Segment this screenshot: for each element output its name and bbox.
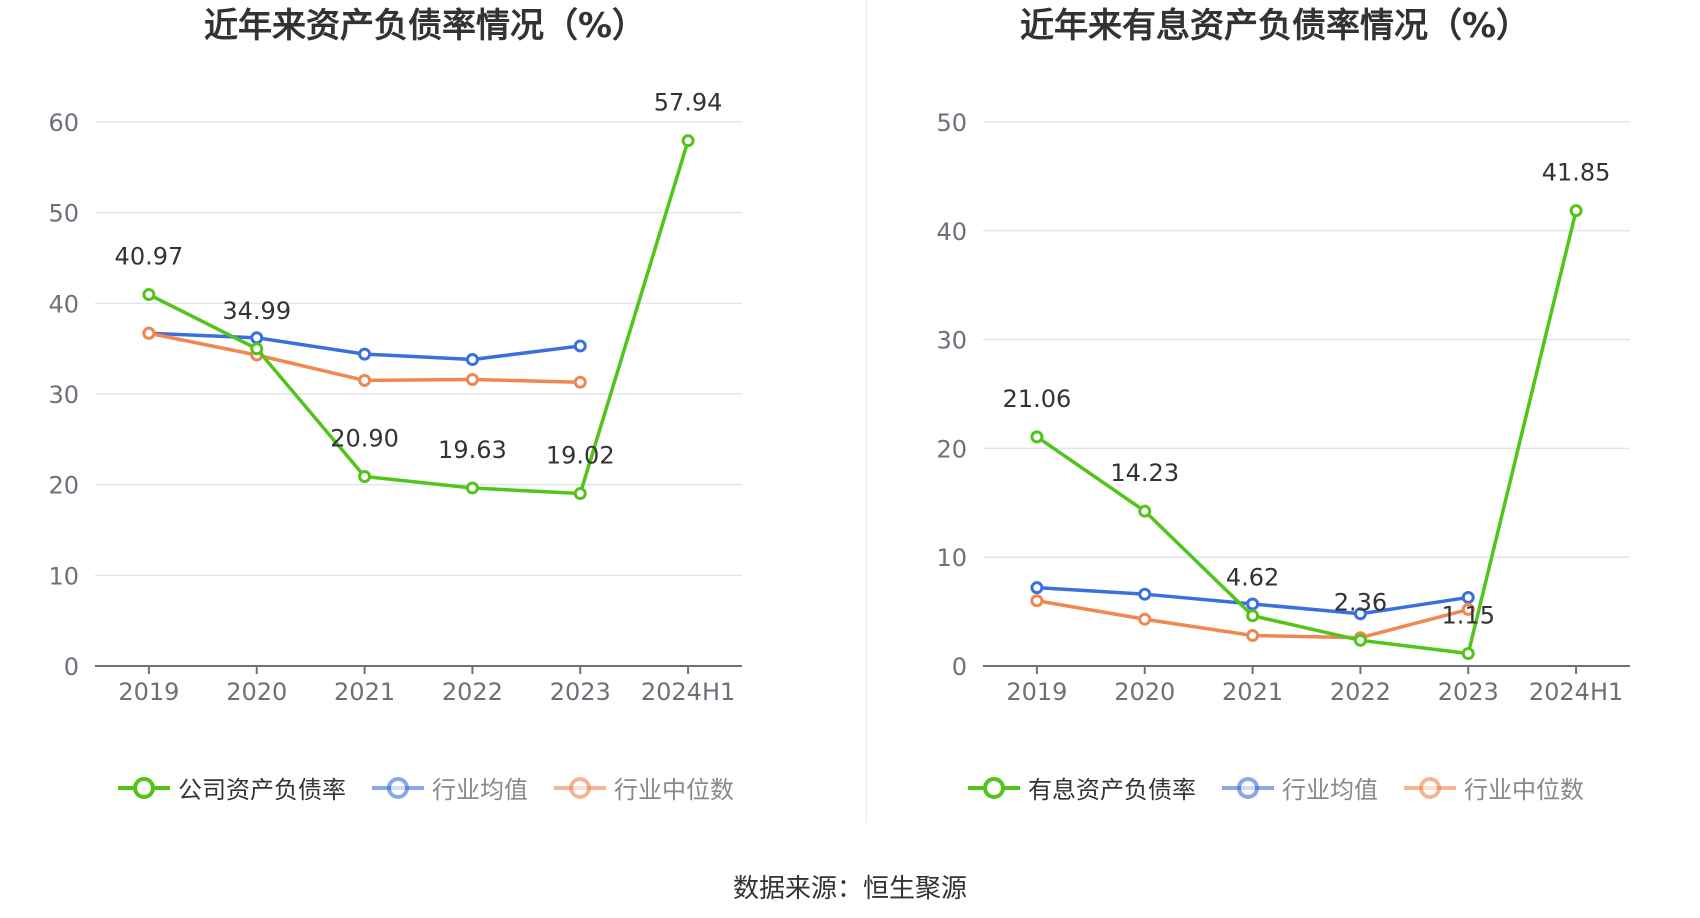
y-tick-label: 40 [936, 218, 967, 246]
data-label: 57.94 [654, 89, 723, 117]
y-tick-label: 40 [48, 290, 79, 318]
legend-item[interactable]: 公司资产负债率 [116, 770, 346, 805]
chart-legend: 公司资产负债率 行业均值 行业中位数 [0, 770, 850, 805]
series-line-0 [1035, 210, 1578, 656]
chart-plot-debt-ratio: 0 10 20 30 40 50 60 2019 2020 2021 2022 2023 2024H1 4… [48, 89, 742, 706]
data-point [1246, 629, 1260, 643]
x-tick-label: 2021 [1222, 678, 1283, 706]
data-label: 14.23 [1110, 459, 1179, 487]
data-point [142, 288, 156, 302]
data-point [465, 372, 479, 386]
legend-label: 行业均值 [432, 776, 528, 804]
chart-title: 近年来有息资产负债率情况（%） [1019, 6, 1531, 46]
legend-line-circle-icon [1404, 776, 1456, 799]
legend-label: 行业均值 [1282, 776, 1378, 804]
data-point [465, 353, 479, 367]
y-tick-label: 20 [48, 472, 79, 500]
legend-item[interactable]: 行业中位数 [552, 770, 734, 805]
y-tick-label: 0 [952, 653, 967, 681]
data-label: 21.06 [1003, 385, 1072, 413]
chart-panel-interest-debt-ratio: 近年来有息资产负债率情况（%） 0 10 20 30 40 50 2019 2020 2021 2… [850, 0, 1700, 830]
y-tick-label: 10 [936, 544, 967, 572]
data-point [142, 326, 156, 340]
data-point [573, 375, 587, 389]
x-tick-label: 2019 [1006, 678, 1067, 706]
data-point [1138, 504, 1152, 518]
x-tick-label: 2019 [118, 678, 179, 706]
data-point [1461, 590, 1475, 604]
data-label: 19.02 [546, 442, 615, 470]
data-point [1353, 607, 1367, 621]
data-label: 41.85 [1542, 159, 1611, 187]
data-point [1461, 602, 1475, 616]
data-point [358, 470, 372, 484]
data-point [1569, 204, 1583, 218]
y-tick-label: 50 [48, 200, 79, 228]
x-tick-label: 2023 [1438, 678, 1499, 706]
x-tick-label: 2020 [1114, 678, 1175, 706]
legend-line-circle-icon [968, 776, 1020, 799]
data-point [465, 481, 479, 495]
x-tick-label: 2023 [550, 678, 611, 706]
data-label: 4.62 [1226, 564, 1279, 592]
chart-plot-interest-debt-ratio: 0 10 20 30 40 50 2019 2020 2021 2022 2023 2024H1 21.… [936, 109, 1630, 706]
data-point [1246, 609, 1260, 623]
y-tick-label: 50 [936, 109, 967, 137]
y-tick-label: 20 [936, 435, 967, 463]
data-point [1246, 597, 1260, 611]
legend-item[interactable]: 行业中位数 [1402, 770, 1584, 805]
data-point [250, 342, 264, 356]
data-label: 20.90 [330, 425, 399, 453]
legend-label: 行业中位数 [1464, 776, 1584, 804]
y-tick-label: 30 [936, 327, 967, 355]
data-point [1030, 430, 1044, 444]
y-tick-label: 0 [64, 653, 79, 681]
x-tick-label: 2024H1 [1529, 678, 1623, 706]
data-point [681, 134, 695, 148]
x-tick-label: 2024H1 [641, 678, 735, 706]
data-label: 40.97 [115, 243, 184, 271]
legend-item[interactable]: 行业均值 [370, 770, 528, 805]
legend-line-circle-icon [554, 776, 606, 799]
y-tick-label: 10 [48, 562, 79, 590]
data-point [1030, 581, 1044, 595]
legend-item[interactable]: 行业均值 [1220, 770, 1378, 805]
legend-label: 公司资产负债率 [178, 776, 346, 804]
chart-title: 近年来资产负债率情况（%） [203, 6, 647, 46]
data-source-label: 数据来源：恒生聚源 [732, 874, 967, 904]
x-tick-label: 2022 [442, 678, 503, 706]
data-point [1138, 612, 1152, 626]
x-tick-label: 2020 [226, 678, 287, 706]
x-tick-label: 2022 [1330, 678, 1391, 706]
data-point [573, 339, 587, 353]
data-point [250, 331, 264, 345]
data-point [1461, 646, 1475, 660]
data-point [1030, 594, 1044, 608]
legend-line-circle-icon [1222, 776, 1274, 799]
x-tick-label: 2021 [334, 678, 395, 706]
data-label: 1.15 [1442, 601, 1495, 629]
data-point [1138, 587, 1152, 601]
data-point [358, 373, 372, 387]
data-label: 19.63 [438, 436, 507, 464]
chart-legend: 有息资产负债率 行业均值 行业中位数 [850, 770, 1700, 805]
data-point [1353, 633, 1367, 647]
legend-line-circle-icon [118, 776, 170, 799]
y-tick-label: 60 [48, 109, 79, 137]
data-label: 2.36 [1334, 588, 1387, 616]
series-line-0 [148, 140, 690, 496]
legend-label: 行业中位数 [614, 776, 734, 804]
data-point [358, 347, 372, 361]
panel-divider [866, 0, 867, 822]
legend-label: 有息资产负债率 [1028, 776, 1196, 804]
data-label: 34.99 [222, 297, 291, 325]
legend-item[interactable]: 有息资产负债率 [966, 770, 1196, 805]
chart-panel-debt-ratio: 近年来资产负债率情况（%） 0 10 20 30 40 50 60 2019 2020 2021 2… [0, 0, 850, 830]
legend-line-circle-icon [372, 776, 424, 799]
data-point [573, 487, 587, 501]
y-tick-label: 30 [48, 381, 79, 409]
